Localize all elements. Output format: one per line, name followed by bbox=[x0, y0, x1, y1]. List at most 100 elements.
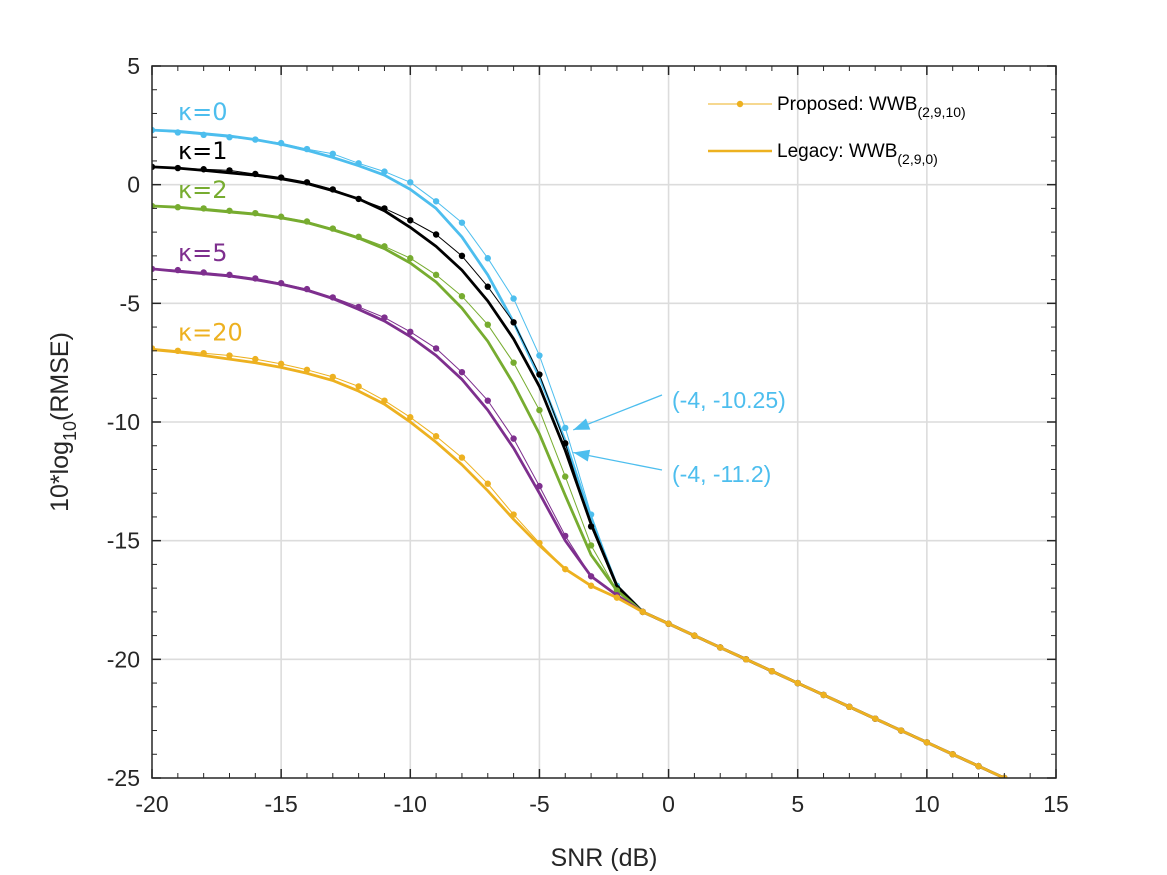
proposed-data-point bbox=[355, 160, 362, 167]
legend-proposed-label: Proposed: WWB(2,9,10) bbox=[777, 94, 966, 120]
proposed-data-point bbox=[484, 321, 491, 328]
proposed-data-point bbox=[639, 608, 646, 616]
proposed-data-point bbox=[562, 473, 569, 480]
proposed-data-point bbox=[872, 715, 879, 722]
y-axis-title-prefix: 10*log bbox=[46, 441, 74, 512]
proposed-data-point bbox=[355, 383, 362, 390]
proposed-data-point bbox=[152, 126, 156, 134]
proposed-data-point bbox=[820, 691, 827, 699]
legend-proposed-sub: (2,9,10) bbox=[917, 104, 965, 120]
y-tick-label: -20 bbox=[107, 646, 140, 672]
proposed-data-point bbox=[613, 594, 621, 601]
proposed-data-point bbox=[458, 219, 466, 226]
proposed-data-point bbox=[252, 209, 259, 217]
proposed-data-point bbox=[200, 131, 207, 139]
proposed-data-point bbox=[432, 198, 440, 205]
x-tick-label: 0 bbox=[662, 791, 675, 817]
proposed-data-point bbox=[768, 668, 776, 675]
proposed-data-point bbox=[562, 565, 569, 573]
proposed-data-point bbox=[381, 168, 388, 175]
x-tick-label: 10 bbox=[914, 791, 940, 817]
proposed-data-point bbox=[975, 762, 982, 770]
proposed-data-point bbox=[742, 656, 750, 663]
x-axis-title: SNR (dB) bbox=[551, 844, 658, 872]
proposed-data-point bbox=[252, 275, 259, 282]
proposed-data-point bbox=[303, 179, 311, 186]
y-tick-label: -5 bbox=[120, 290, 140, 316]
proposed-data-point bbox=[226, 352, 233, 359]
kappa-label: κ=1 bbox=[178, 137, 228, 165]
x-tick-label: -10 bbox=[394, 791, 427, 817]
legend: Proposed: WWB(2,9,10) Legacy: WWB(2,9,0) bbox=[708, 94, 966, 167]
proposed-data-point bbox=[510, 295, 517, 302]
proposed-data-point bbox=[484, 480, 491, 487]
y-axis-title: 10*log10(RMSE) bbox=[46, 332, 80, 512]
proposed-data-point bbox=[277, 360, 285, 368]
proposed-data-point bbox=[200, 166, 207, 173]
x-tick-label: -15 bbox=[265, 791, 298, 817]
proposed-data-point bbox=[174, 347, 182, 354]
proposed-data-point bbox=[252, 136, 259, 143]
proposed-data-point bbox=[381, 314, 388, 321]
tick-marks bbox=[151, 65, 1057, 779]
y-axis-title-suffix: (RMSE) bbox=[46, 332, 74, 421]
proposed-data-point bbox=[226, 134, 233, 141]
proposed-data-point bbox=[303, 218, 311, 225]
proposed-data-point bbox=[407, 414, 414, 421]
proposed-data-point bbox=[717, 644, 724, 651]
proposed-data-point bbox=[407, 217, 414, 224]
proposed-data-point bbox=[329, 225, 336, 232]
x-tick-label: 15 bbox=[1043, 791, 1069, 817]
proposed-data-point bbox=[949, 751, 956, 758]
legend-legacy-text: Legacy: WWB bbox=[777, 141, 897, 162]
proposed-data-point bbox=[458, 293, 466, 300]
proposed-data-point bbox=[536, 406, 543, 414]
proposed-data-point bbox=[152, 163, 156, 171]
proposed-data-point bbox=[152, 202, 156, 210]
proposed-data-point bbox=[510, 435, 517, 442]
proposed-data-point bbox=[458, 368, 466, 376]
proposed-data-point bbox=[923, 739, 931, 746]
proposed-data-point bbox=[407, 255, 414, 262]
annotation-arrow-head bbox=[573, 418, 591, 430]
proposed-data-point bbox=[329, 373, 336, 381]
kappa-label: κ=5 bbox=[178, 239, 228, 267]
proposed-data-point bbox=[484, 255, 491, 262]
proposed-data-point bbox=[329, 294, 336, 301]
proposed-data-point bbox=[432, 345, 440, 352]
proposed-data-point bbox=[174, 204, 182, 211]
proposed-data-point bbox=[536, 482, 543, 490]
proposed-data-point bbox=[484, 397, 491, 404]
proposed-data-point bbox=[277, 279, 285, 287]
proposed-data-point bbox=[152, 345, 156, 352]
proposed-data-point bbox=[303, 285, 311, 293]
proposed-data-point bbox=[587, 573, 595, 580]
proposed-data-point bbox=[587, 523, 595, 530]
proposed-data-point bbox=[536, 539, 543, 547]
proposed-data-point bbox=[665, 620, 672, 627]
proposed-data-point bbox=[510, 359, 517, 366]
y-tick-label: -10 bbox=[107, 409, 140, 435]
proposed-data-point bbox=[562, 532, 569, 540]
proposed-data-point bbox=[200, 269, 207, 276]
legend-legacy-label: Legacy: WWB(2,9,0) bbox=[777, 141, 938, 167]
proposed-data-point bbox=[613, 587, 621, 594]
proposed-data-point bbox=[381, 205, 388, 212]
proposed-data-point bbox=[562, 440, 569, 447]
y-axis-title-subscript: 10 bbox=[60, 421, 80, 441]
proposed-data-point bbox=[381, 243, 388, 250]
legend-proposed-marker bbox=[736, 100, 744, 108]
legend-proposed-text: Proposed: WWB bbox=[777, 94, 917, 115]
kappa-label: κ=0 bbox=[178, 98, 228, 126]
proposed-series-line bbox=[152, 347, 1005, 778]
y-tick-label: 0 bbox=[127, 172, 140, 198]
proposed-data-point bbox=[897, 727, 905, 734]
x-tick-label: 5 bbox=[791, 791, 804, 817]
x-tick-label: -5 bbox=[529, 791, 549, 817]
proposed-data-point bbox=[152, 265, 156, 273]
proposed-data-point bbox=[329, 186, 336, 193]
proposed-data-point bbox=[226, 271, 233, 279]
proposed-data-point bbox=[355, 303, 362, 311]
